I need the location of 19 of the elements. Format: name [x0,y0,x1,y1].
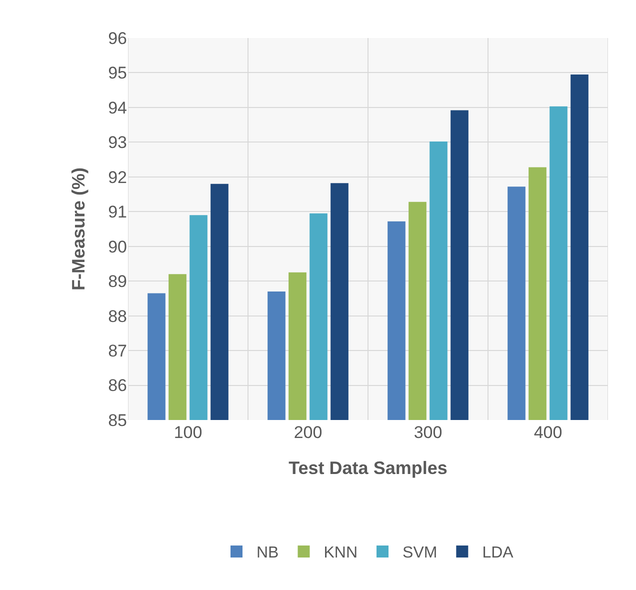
y-tick-label: 88 [108,306,127,326]
x-axis-title: Test Data Samples [288,458,448,478]
y-tick-label: 87 [108,342,127,360]
y-tick-label: 90 [108,237,127,256]
y-tick-label: 91 [108,202,127,222]
y-tick-label: 94 [108,98,127,118]
y-tick-label: 89 [108,272,127,292]
y-axis-title: F-Measure (%) [68,167,88,291]
legend-label: KNN [324,544,358,562]
y-tick-label: 85 [108,410,127,430]
y-tick-label: 96 [108,28,127,48]
y-tick-label: 92 [108,168,127,187]
y-tick-label: 93 [108,133,127,152]
x-tick-label: 300 [414,423,442,442]
y-tick-label: 95 [108,64,127,83]
x-tick-label: 100 [174,423,202,442]
y-tick-label: 86 [108,376,127,396]
x-tick-label: 200 [294,423,322,442]
x-tick-label: 400 [534,423,562,442]
